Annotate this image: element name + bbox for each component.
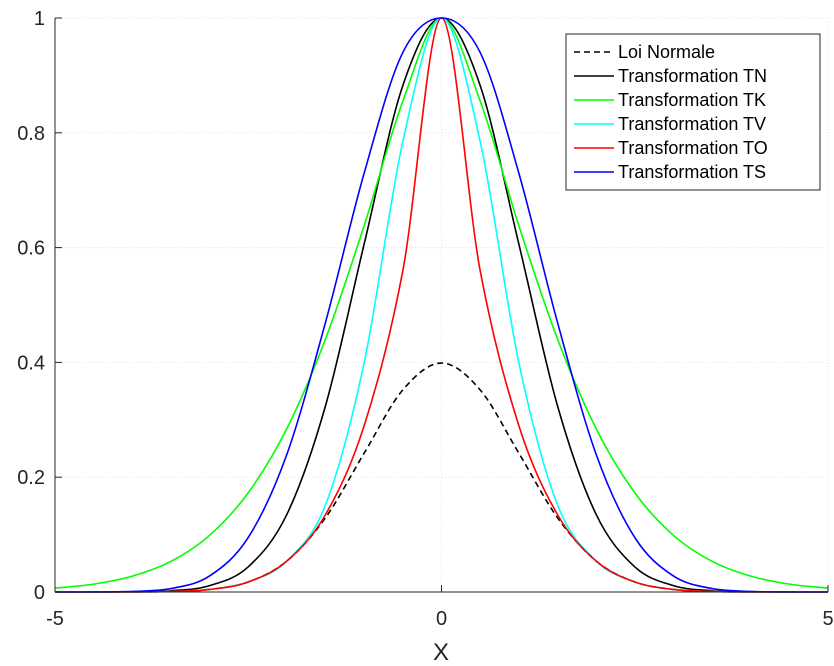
y-tick-label: 0.2	[17, 467, 45, 489]
x-tick-label: -5	[46, 608, 64, 630]
ticks: 00.20.40.60.81-5 0 5	[17, 8, 833, 630]
legend-label-1: Transformation TN	[618, 66, 767, 86]
y-tick-label: 1	[34, 8, 45, 30]
legend-label-3: Transformation TV	[618, 114, 766, 134]
x-tick-label: 5	[822, 608, 833, 630]
legend-label-2: Transformation TK	[618, 90, 766, 110]
y-tick-label: 0	[34, 582, 45, 604]
x-axis-title: X	[433, 639, 449, 666]
legend-label-4: Transformation TO	[618, 138, 768, 158]
y-tick-label: 0.6	[17, 238, 45, 260]
legend-box	[565, 33, 821, 191]
legend-label-5: Transformation TS	[618, 162, 766, 182]
x-tick-label: 0	[436, 608, 447, 630]
series-line-5	[54, 17, 829, 593]
legend-label-0: Loi Normale	[618, 42, 715, 62]
y-tick-label: 0.8	[17, 123, 45, 145]
series-lines	[54, 17, 829, 593]
y-tick-label: 0.4	[17, 352, 45, 374]
legend: Loi Normale Transformation TN Transformati…	[565, 33, 821, 191]
